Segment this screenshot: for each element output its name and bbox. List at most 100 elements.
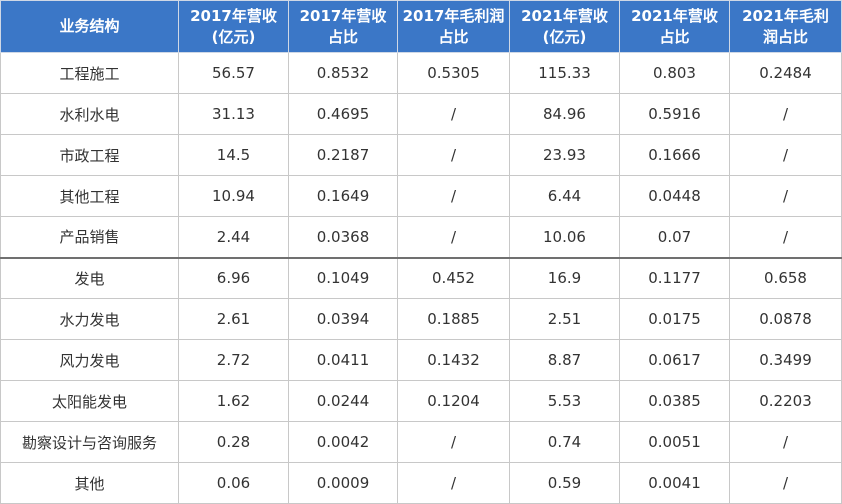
- table-cell: 16.9: [509, 256, 620, 299]
- header-2017-gross-profit-share: 2017年毛利润 占比: [397, 0, 510, 53]
- table-cell: 0.0041: [619, 462, 730, 504]
- table-cell: 0.07: [619, 216, 730, 258]
- table-cell: 115.33: [509, 52, 620, 94]
- row-label: 水力发电: [0, 298, 179, 340]
- table-cell: 0.0175: [619, 298, 730, 340]
- table-row: 产品销售 2.44 0.0368 / 10.06 0.07 /: [0, 216, 842, 258]
- table-cell: 1.62: [178, 380, 289, 422]
- header-2021-revenue: 2021年营收 (亿元): [509, 0, 620, 53]
- header-line: 2017年营收: [190, 6, 277, 25]
- table-row: 水利水电 31.13 0.4695 / 84.96 0.5916 /: [0, 93, 842, 135]
- header-2017-revenue: 2017年营收 (亿元): [178, 0, 289, 53]
- table-cell: 0.8532: [288, 52, 398, 94]
- table-cell: 0.1885: [397, 298, 510, 340]
- table-cell: 84.96: [509, 93, 620, 135]
- table-cell: 2.61: [178, 298, 289, 340]
- header-line: 占比: [659, 27, 690, 46]
- table-cell: 0.1204: [397, 380, 510, 422]
- row-label: 工程施工: [0, 52, 179, 94]
- table-cell: /: [729, 462, 842, 504]
- table-cell: 0.59: [509, 462, 620, 504]
- table-cell: /: [397, 93, 510, 135]
- table-cell: 0.1649: [288, 175, 398, 217]
- table-body: 工程施工 56.57 0.8532 0.5305 115.33 0.803 0.…: [0, 52, 842, 504]
- table-cell: /: [729, 216, 842, 258]
- row-label: 水利水电: [0, 93, 179, 135]
- header-line: 润占比: [762, 27, 808, 46]
- table-cell: 0.3499: [729, 339, 842, 381]
- table-cell: 0.803: [619, 52, 730, 94]
- row-label: 发电: [0, 256, 179, 299]
- table-cell: 5.53: [509, 380, 620, 422]
- table-row: 工程施工 56.57 0.8532 0.5305 115.33 0.803 0.…: [0, 52, 842, 94]
- table-cell: 10.94: [178, 175, 289, 217]
- table-cell: 56.57: [178, 52, 289, 94]
- table-cell: /: [729, 134, 842, 176]
- table-cell: 10.06: [509, 216, 620, 258]
- table-cell: 0.2187: [288, 134, 398, 176]
- header-row: 业务结构 2017年营收 (亿元) 2017年营收 占比 2017年毛利润 占比 20…: [0, 0, 842, 53]
- table-cell: 0.74: [509, 421, 620, 463]
- table-cell: 0.0394: [288, 298, 398, 340]
- table-cell: /: [397, 134, 510, 176]
- table-cell: 0.5305: [397, 52, 510, 94]
- header-line: 2021年营收: [631, 6, 718, 25]
- table-header: 业务结构 2017年营收 (亿元) 2017年营收 占比 2017年毛利润 占比 20…: [0, 0, 842, 53]
- table-row: 市政工程 14.5 0.2187 / 23.93 0.1666 /: [0, 134, 842, 176]
- header-line: (亿元): [211, 27, 256, 46]
- table-row: 水力发电 2.61 0.0394 0.1885 2.51 0.0175 0.08…: [0, 298, 842, 340]
- table-cell: 0.2203: [729, 380, 842, 422]
- table-cell: 0.0878: [729, 298, 842, 340]
- table-cell: 31.13: [178, 93, 289, 135]
- header-business-structure: 业务结构: [0, 0, 179, 53]
- table-cell: 0.0617: [619, 339, 730, 381]
- table-cell: /: [729, 93, 842, 135]
- table-cell: 0.06: [178, 462, 289, 504]
- table-row: 其他工程 10.94 0.1649 / 6.44 0.0448 /: [0, 175, 842, 217]
- header-line: 占比: [438, 27, 469, 46]
- table-row: 勘察设计与咨询服务 0.28 0.0042 / 0.74 0.0051 /: [0, 421, 842, 463]
- table-cell: 6.96: [178, 256, 289, 299]
- header-2017-revenue-share: 2017年营收 占比: [288, 0, 398, 53]
- table-cell: 0.658: [729, 256, 842, 299]
- table-cell: 2.44: [178, 216, 289, 258]
- row-label: 风力发电: [0, 339, 179, 381]
- table-cell: 0.0411: [288, 339, 398, 381]
- table-cell: 0.1432: [397, 339, 510, 381]
- table-cell: 0.0368: [288, 216, 398, 258]
- row-label: 太阳能发电: [0, 380, 179, 422]
- header-line: 占比: [327, 27, 358, 46]
- table-cell: 14.5: [178, 134, 289, 176]
- header-line: (亿元): [542, 27, 587, 46]
- table-cell: 0.5916: [619, 93, 730, 135]
- table-cell: 8.87: [509, 339, 620, 381]
- table-row: 风力发电 2.72 0.0411 0.1432 8.87 0.0617 0.34…: [0, 339, 842, 381]
- table-cell: 2.72: [178, 339, 289, 381]
- table-cell: 0.1666: [619, 134, 730, 176]
- table-row: 太阳能发电 1.62 0.0244 0.1204 5.53 0.0385 0.2…: [0, 380, 842, 422]
- table-cell: 0.452: [397, 256, 510, 299]
- row-label: 产品销售: [0, 216, 179, 258]
- table-cell: 0.0042: [288, 421, 398, 463]
- table-cell: 0.28: [178, 421, 289, 463]
- table-cell: /: [397, 175, 510, 217]
- header-line: 业务结构: [59, 17, 120, 35]
- table-cell: /: [397, 421, 510, 463]
- table-row: 发电 6.96 0.1049 0.452 16.9 0.1177 0.658: [0, 256, 842, 299]
- table-cell: 0.1049: [288, 256, 398, 299]
- table-cell: 0.0009: [288, 462, 398, 504]
- table-cell: 0.0448: [619, 175, 730, 217]
- table-cell: /: [397, 462, 510, 504]
- row-label: 其他: [0, 462, 179, 504]
- table-row: 其他 0.06 0.0009 / 0.59 0.0041 /: [0, 462, 842, 504]
- table-cell: 0.4695: [288, 93, 398, 135]
- table-cell: 0.0244: [288, 380, 398, 422]
- table-cell: 0.0051: [619, 421, 730, 463]
- row-label: 勘察设计与咨询服务: [0, 421, 179, 463]
- table-cell: /: [397, 216, 510, 258]
- table-cell: 0.0385: [619, 380, 730, 422]
- header-line: 2021年毛利: [742, 6, 829, 25]
- table-cell: /: [729, 175, 842, 217]
- table-cell: /: [729, 421, 842, 463]
